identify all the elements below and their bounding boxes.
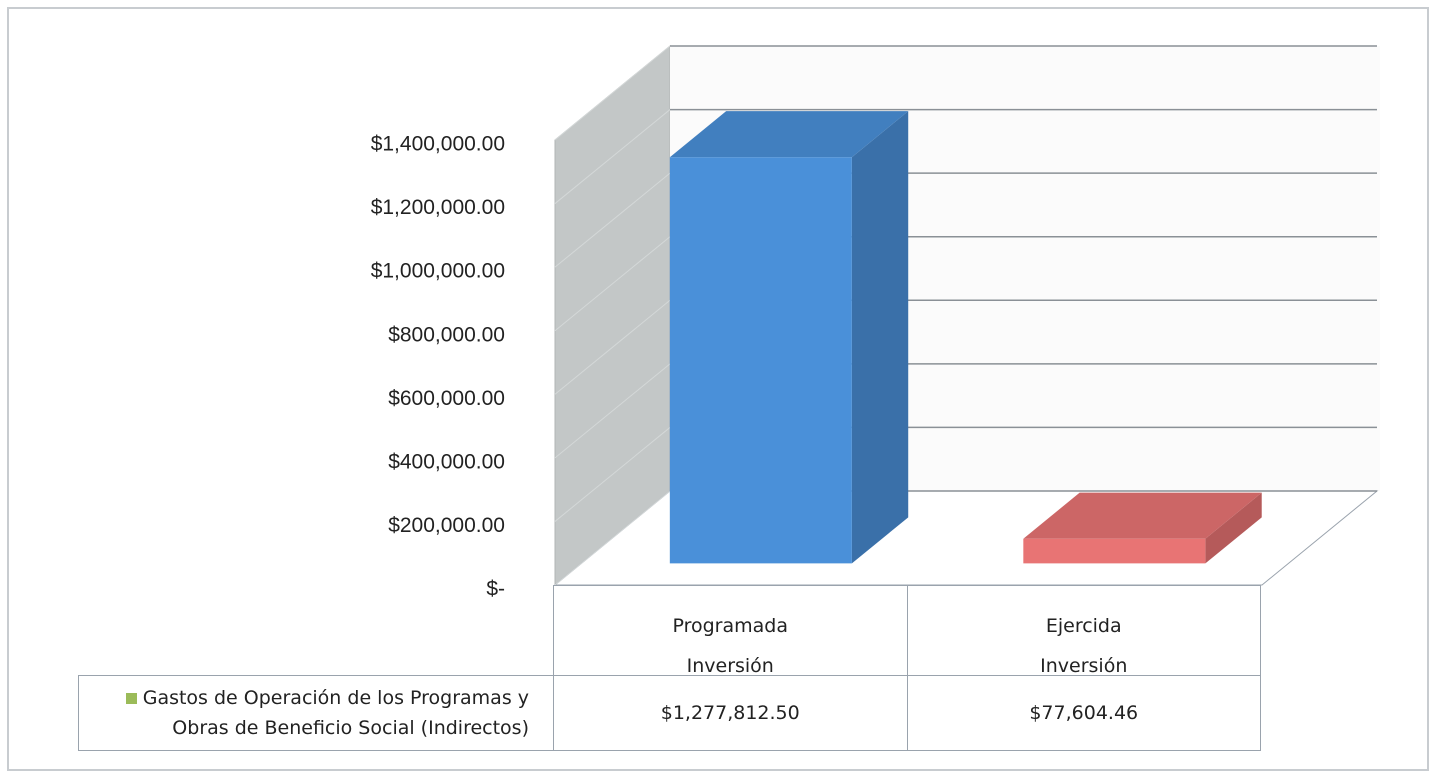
y-tick-label: $400,000.00 xyxy=(388,450,505,473)
data-label: $77,604.46 xyxy=(906,675,1261,751)
y-tick-label: $1,200,000.00 xyxy=(371,196,505,219)
chart-frame xyxy=(7,7,1429,771)
bar xyxy=(669,157,852,564)
data-label: $1,277,812.50 xyxy=(553,675,908,751)
y-tick-label: $600,000.00 xyxy=(388,387,505,410)
grid-line xyxy=(554,172,671,268)
y-tick-label: $1,400,000.00 xyxy=(371,133,505,156)
grid-line xyxy=(554,299,671,395)
bar-top xyxy=(669,111,909,158)
grid-line xyxy=(554,236,671,332)
legend-label: Gastos de Operación de los Programas y O… xyxy=(142,687,529,739)
grid-line xyxy=(554,490,671,586)
bar-side xyxy=(1205,492,1262,564)
legend-entry: Gastos de Operación de los Programas y O… xyxy=(79,683,529,743)
grid-line xyxy=(554,45,671,141)
category-label: Programada Inversión xyxy=(553,585,908,676)
y-tick-label: $1,000,000.00 xyxy=(371,260,505,283)
left-wall xyxy=(554,44,671,587)
legend-key xyxy=(125,693,137,704)
y-tick-label: $- xyxy=(486,578,505,601)
grid-line xyxy=(554,109,671,204)
y-tick-label: $800,000.00 xyxy=(388,323,505,346)
y-tick-label: $200,000.00 xyxy=(388,514,505,537)
grid-line xyxy=(554,363,671,459)
bar xyxy=(1023,538,1206,564)
legend-cell: Gastos de Operación de los Programas y O… xyxy=(78,675,554,751)
bar-side xyxy=(851,111,909,564)
bar-top xyxy=(1023,492,1262,539)
grid-line xyxy=(554,427,671,522)
category-label: Ejercida Inversión xyxy=(906,585,1261,676)
